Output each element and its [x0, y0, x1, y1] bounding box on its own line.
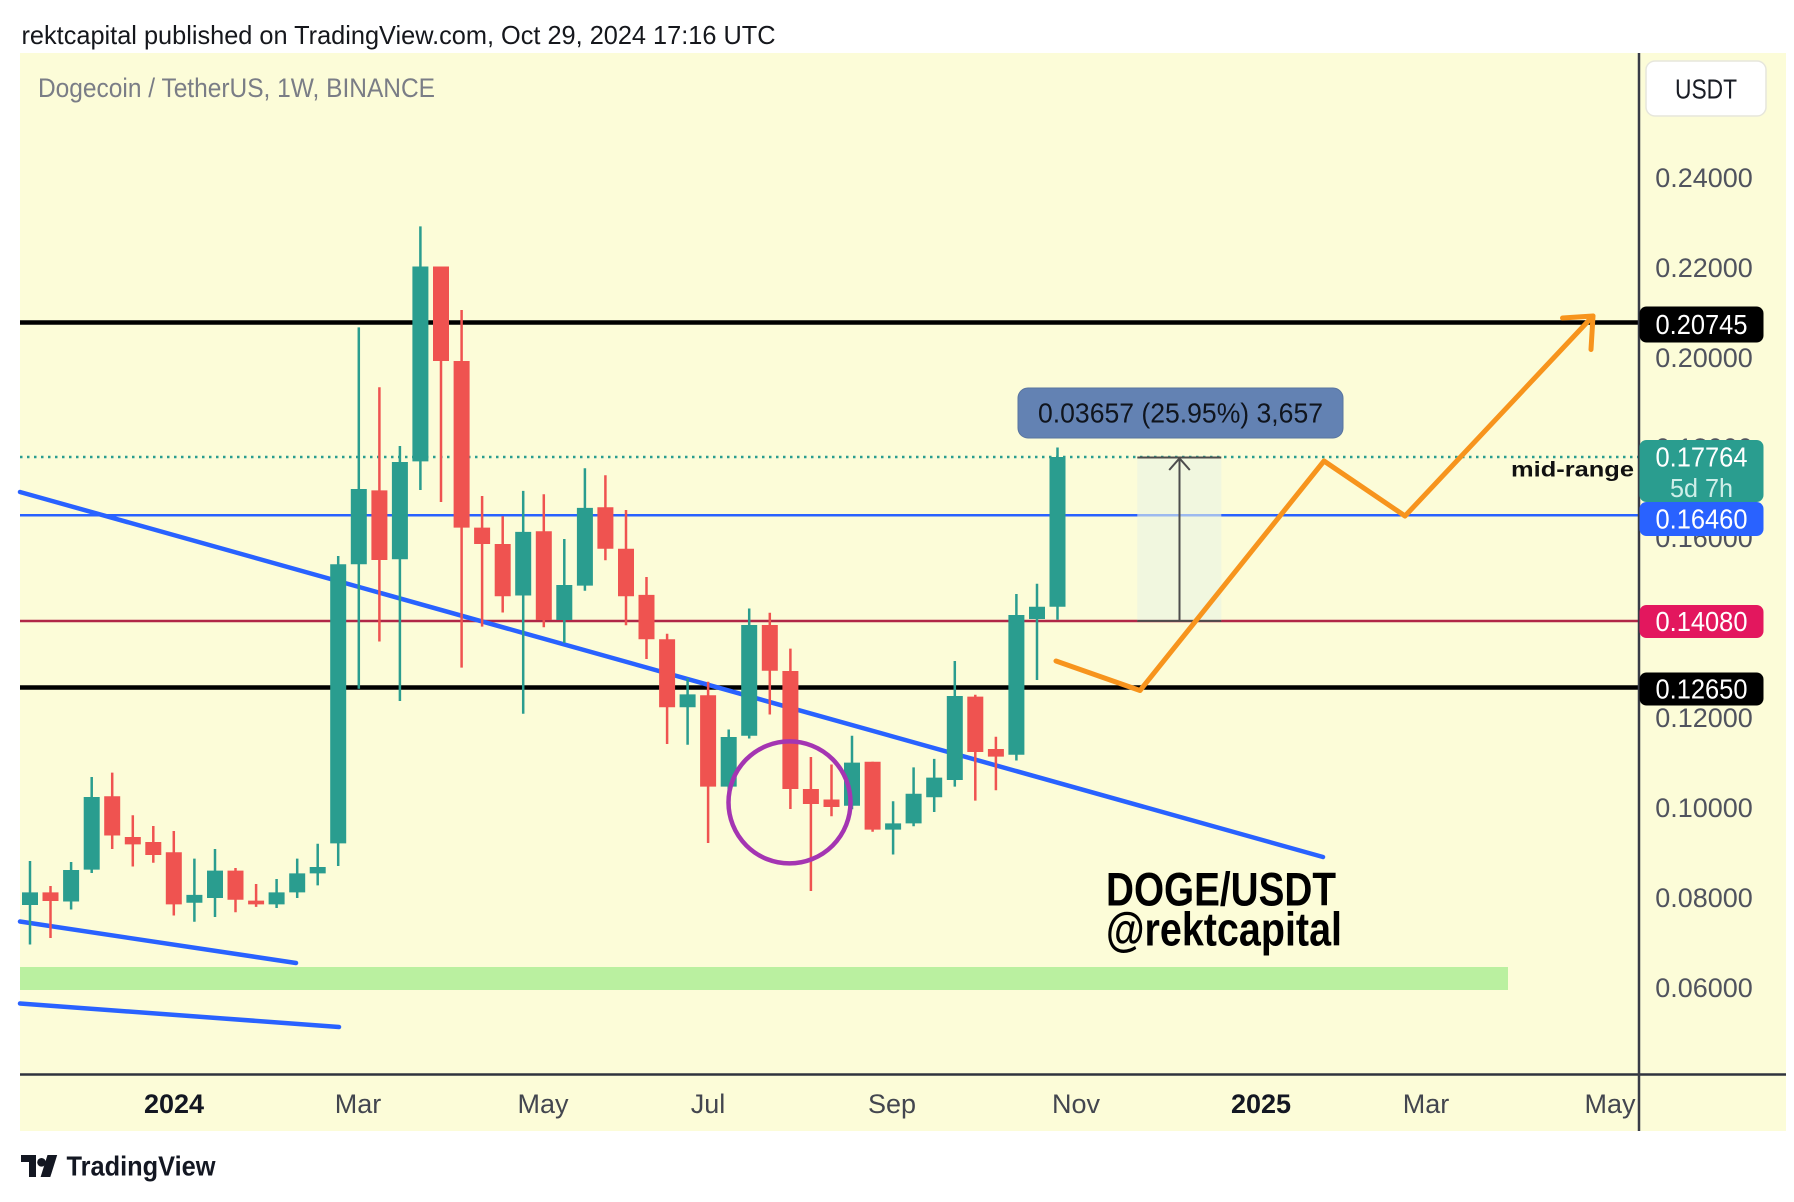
svg-text:2024: 2024 — [144, 1089, 204, 1119]
svg-text:0.22000: 0.22000 — [1655, 253, 1753, 283]
svg-text:0.08000: 0.08000 — [1655, 883, 1753, 913]
svg-text:Nov: Nov — [1052, 1089, 1101, 1119]
svg-text:May: May — [517, 1089, 569, 1119]
svg-text:5d 7h: 5d 7h — [1670, 473, 1733, 503]
svg-text:0.16460: 0.16460 — [1656, 504, 1748, 535]
svg-text:0.14080: 0.14080 — [1656, 606, 1748, 637]
svg-text:Mar: Mar — [335, 1089, 382, 1119]
svg-text:Dogecoin / TetherUS, 1W, BINAN: Dogecoin / TetherUS, 1W, BINANCE — [38, 73, 435, 103]
svg-text:0.12650: 0.12650 — [1656, 674, 1748, 705]
svg-text:USDT: USDT — [1675, 74, 1737, 105]
svg-text:DOGE/USDT: DOGE/USDT — [1106, 863, 1336, 916]
svg-text:0.17764: 0.17764 — [1656, 442, 1748, 473]
svg-text:Sep: Sep — [868, 1089, 916, 1119]
svg-text:Jul: Jul — [691, 1089, 726, 1119]
svg-text:Mar: Mar — [1403, 1089, 1450, 1119]
svg-text:0.20000: 0.20000 — [1655, 343, 1753, 373]
svg-text:0.06000: 0.06000 — [1655, 973, 1753, 1003]
svg-text:0.24000: 0.24000 — [1655, 163, 1753, 193]
svg-text:0.03657 (25.95%) 3,657: 0.03657 (25.95%) 3,657 — [1038, 398, 1323, 429]
svg-text:0.12000: 0.12000 — [1655, 703, 1753, 733]
svg-text:TradingView: TradingView — [67, 1151, 216, 1182]
svg-text:rektcapital published on Tradi: rektcapital published on TradingView.com… — [22, 20, 776, 50]
svg-text:@rektcapital: @rektcapital — [1106, 903, 1342, 956]
svg-text:0.10000: 0.10000 — [1655, 793, 1753, 823]
svg-text:0.20745: 0.20745 — [1656, 309, 1748, 340]
svg-text:mid-range: mid-range — [1511, 459, 1634, 482]
svg-text:2025: 2025 — [1231, 1089, 1291, 1119]
svg-text:May: May — [1584, 1089, 1636, 1119]
